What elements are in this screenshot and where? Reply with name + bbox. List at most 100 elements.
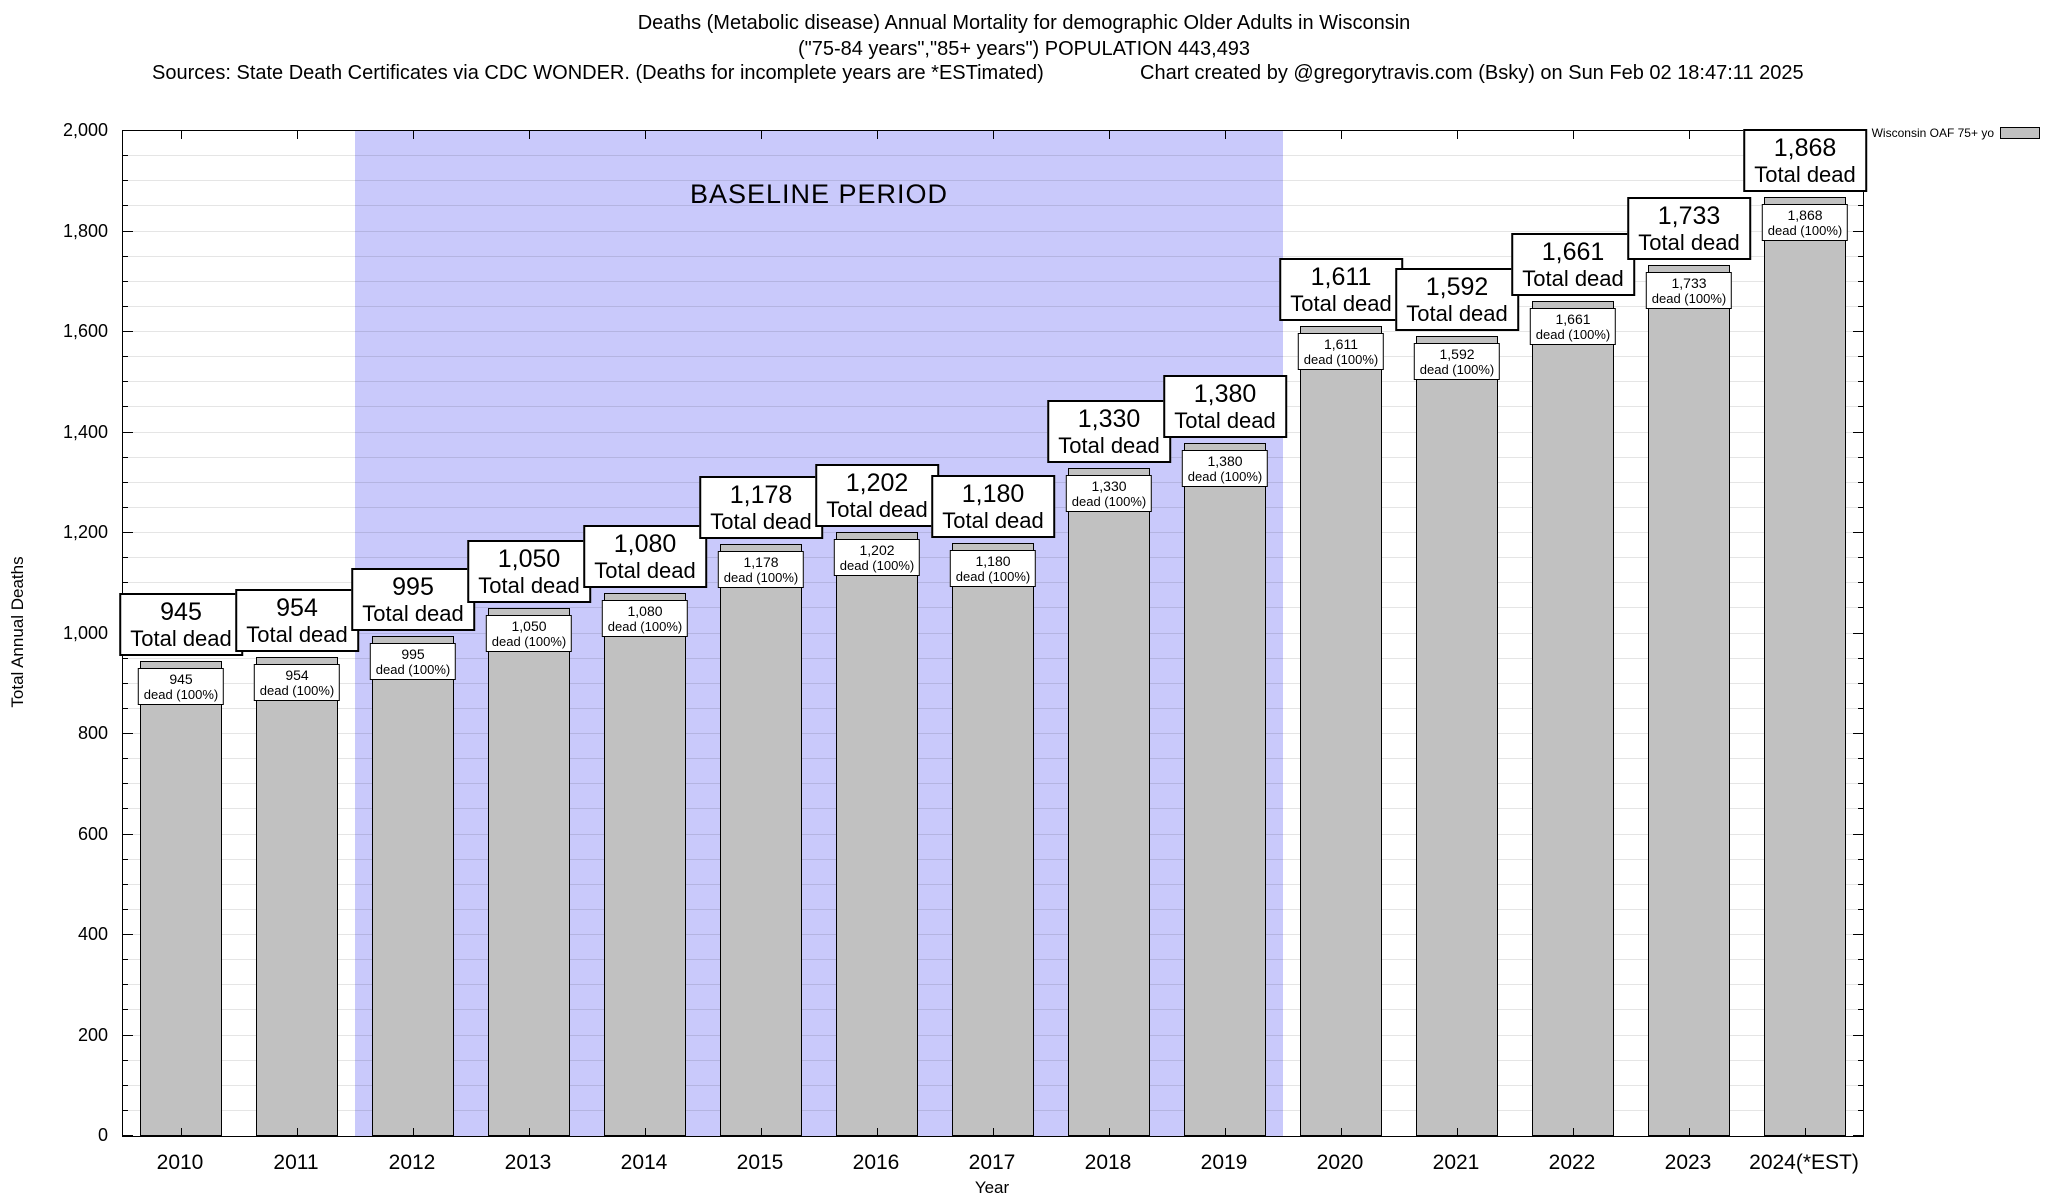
x-axis-tick	[1225, 1128, 1226, 1136]
bar-total-value: 1,733	[1657, 202, 1721, 231]
bar-dead-value: 1,180	[975, 553, 1011, 570]
x-axis-tick	[877, 1128, 878, 1136]
x-axis-tick	[297, 1128, 298, 1136]
y-axis-tick	[123, 1084, 128, 1086]
x-axis-tick	[877, 131, 878, 139]
y-axis-tick	[123, 833, 133, 835]
y-axis-tick	[1858, 381, 1863, 383]
bar-dead-value: 1,868	[1787, 207, 1823, 224]
bar	[1068, 467, 1150, 1136]
gridline	[123, 456, 1863, 458]
x-axis-tick-label: 2017	[968, 1151, 1016, 1174]
chart-title: Deaths (Metabolic disease) Annual Mortal…	[637, 12, 1411, 34]
bar-total-text: Total dead	[362, 601, 464, 627]
y-axis-tick	[123, 934, 133, 935]
y-axis-tick	[1858, 707, 1863, 709]
bar-total-value: 1,868	[1773, 134, 1837, 163]
x-axis-tick	[1109, 1128, 1110, 1136]
x-axis-tick	[1689, 1128, 1690, 1136]
bar-dead-label: 1,380 dead (100%)	[1181, 449, 1269, 487]
x-axis-tick	[413, 131, 414, 139]
y-axis-tick	[1858, 783, 1863, 785]
bar-dead-value: 1,611	[1323, 336, 1358, 353]
gridline	[123, 280, 1863, 282]
bar-total-text: Total dead	[826, 497, 928, 522]
bar-dead-text: dead (100%)	[1071, 493, 1147, 509]
bar-dead-value: 945	[169, 671, 193, 688]
x-axis-tick	[993, 131, 994, 139]
bar	[720, 544, 802, 1136]
bar-dead-label: 1,178 dead (100%)	[717, 551, 805, 589]
bar-dead-text: dead (100%)	[1419, 362, 1495, 378]
y-axis-tick	[123, 481, 128, 483]
bar-total-label: 1,611 Total dead	[1279, 258, 1403, 322]
y-axis-tick	[123, 883, 128, 885]
y-axis-tick	[1853, 632, 1863, 634]
bar-dead-value: 1,050	[511, 618, 547, 635]
x-axis-tick	[645, 131, 646, 139]
x-axis-tick	[529, 1128, 530, 1136]
chart-subtitle: ("75-84 years","85+ years") POPULATION 4…	[797, 38, 1251, 60]
bar-total-label: 1,592 Total dead	[1395, 268, 1519, 332]
bar-dead-value: 1,330	[1091, 477, 1127, 494]
x-axis-tick-label: 2013	[504, 1151, 552, 1174]
bar	[140, 661, 222, 1136]
bar	[372, 636, 454, 1136]
x-axis-tick	[1225, 131, 1226, 139]
x-axis-tick-label: 2019	[1200, 1151, 1248, 1174]
bar-total-value: 1,380	[1193, 379, 1257, 408]
x-axis-tick	[993, 1128, 994, 1136]
bar-dead-value: 1,178	[743, 554, 779, 571]
bar-total-label: 1,380 Total dead	[1163, 374, 1287, 438]
y-axis-tick	[123, 682, 128, 684]
y-axis-tick-label: 1,200	[62, 522, 108, 542]
bar-total-value: 1,178	[729, 481, 793, 510]
y-axis-tick	[123, 532, 133, 533]
y-axis-tick	[123, 758, 128, 760]
bar-total-value: 1,661	[1541, 238, 1605, 267]
x-axis-tick-label: 2011	[273, 1151, 319, 1174]
bar-total-value: 1,330	[1077, 404, 1141, 433]
y-axis-tick	[1858, 984, 1863, 986]
bar-dead-label: 1,733 dead (100%)	[1645, 272, 1733, 310]
bar	[836, 532, 918, 1136]
y-axis-tick-label: 2,000	[62, 120, 108, 140]
y-axis-tick	[1853, 1135, 1863, 1136]
y-axis-tick	[123, 356, 128, 358]
bar-dead-text: dead (100%)	[375, 662, 451, 677]
x-axis-tick	[1109, 131, 1110, 139]
y-axis-tick	[1858, 557, 1863, 559]
x-axis-tick	[1805, 1128, 1806, 1136]
y-axis-tick	[123, 984, 128, 986]
y-axis-tick	[1858, 481, 1863, 483]
bar-dead-text: dead (100%)	[607, 619, 683, 635]
bar-total-label: 1,202 Total dead	[815, 464, 939, 527]
y-axis-tick	[123, 808, 128, 810]
gridline	[123, 305, 1863, 307]
y-axis-tick	[123, 783, 128, 785]
gridline	[123, 155, 1863, 157]
chart-header-line3: Sources: State Death Certificates via CD…	[0, 62, 2048, 88]
x-axis-tick	[1689, 131, 1690, 139]
y-axis-tick	[123, 331, 133, 332]
bar	[1648, 265, 1730, 1136]
x-axis-tick	[761, 1128, 762, 1136]
bar-dead-label: 945 dead (100%)	[137, 668, 225, 706]
bar-total-label: 1,178 Total dead	[699, 476, 823, 540]
y-axis-tick	[123, 130, 133, 131]
y-axis-tick-label: 400	[77, 924, 108, 944]
bar-dead-label: 954 dead (100%)	[253, 663, 341, 701]
bar	[1532, 301, 1614, 1136]
bar-total-value: 954	[276, 593, 318, 622]
bar-total-text: Total dead	[1638, 230, 1740, 256]
x-axis-tick	[1457, 1128, 1458, 1136]
bar-total-text: Total dead	[1058, 432, 1160, 458]
bar-dead-label: 1,202 dead (100%)	[833, 538, 921, 576]
chart-sources: Sources: State Death Certificates via CD…	[152, 62, 1044, 84]
legend-swatch	[2000, 127, 2040, 139]
y-axis-tick-label: 0	[97, 1125, 108, 1145]
bar-total-value: 1,592	[1425, 273, 1489, 302]
y-axis-tick	[123, 456, 128, 458]
y-axis-tick	[1858, 506, 1863, 508]
x-axis-tick	[297, 131, 298, 139]
